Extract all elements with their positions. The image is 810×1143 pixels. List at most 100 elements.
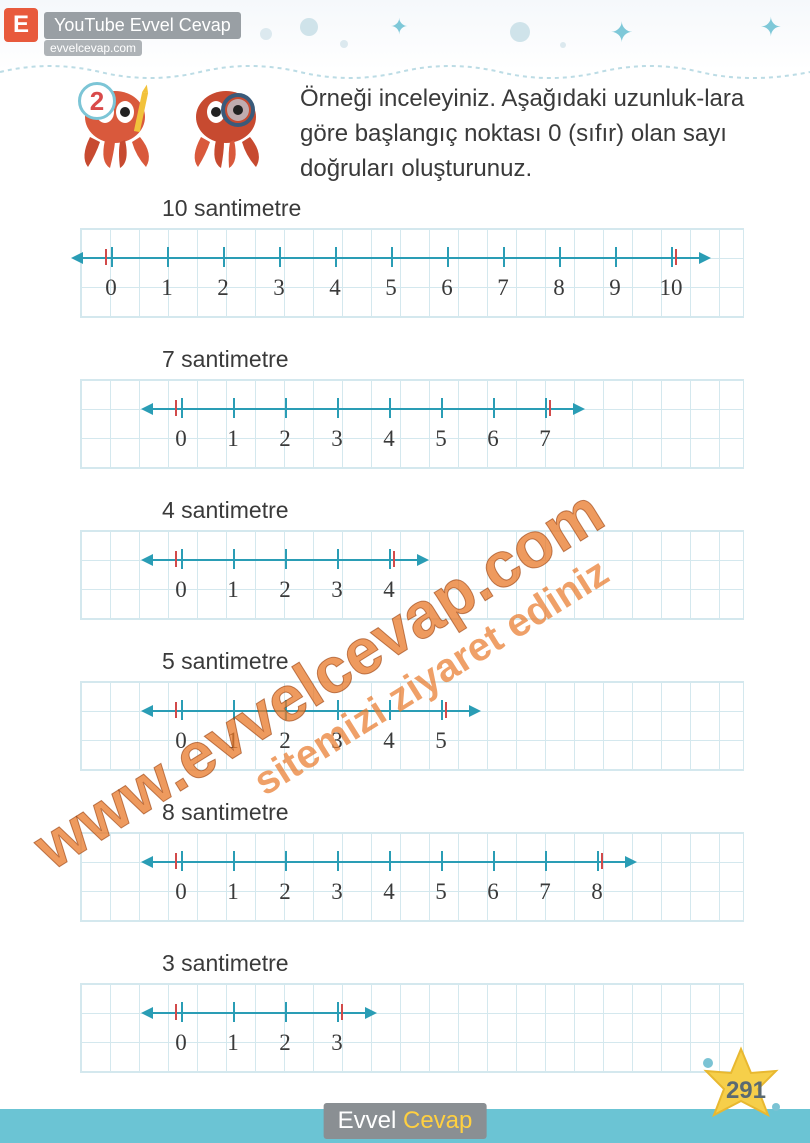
end-cap — [549, 400, 551, 416]
number-line-title: 8 santimetre — [162, 799, 744, 826]
tick-label: 2 — [279, 879, 291, 905]
number-line-block: 8 santimetre012345678 — [80, 799, 744, 922]
tick-mark — [337, 851, 339, 871]
footer-logo: Evvel Cevap — [324, 1103, 487, 1139]
tick-mark — [389, 549, 391, 569]
number-line-title: 10 santimetre — [162, 195, 744, 222]
tick-label: 6 — [487, 879, 499, 905]
tick-mark — [389, 700, 391, 720]
tick-label: 1 — [227, 577, 239, 603]
tick-mark — [223, 247, 225, 267]
tick-mark — [285, 398, 287, 418]
tick-mark — [233, 398, 235, 418]
youtube-source-label: E YouTube Evvel Cevap — [4, 8, 241, 42]
tick-label: 5 — [385, 275, 397, 301]
tick-label: 2 — [217, 275, 229, 301]
footer-logo-a: Evvel — [338, 1107, 397, 1134]
arrow-right-icon — [699, 252, 711, 264]
exercise-number-badge: 2 — [78, 82, 116, 120]
tick-mark — [233, 549, 235, 569]
grid-strip: 012345 — [80, 681, 744, 771]
tick-label: 5 — [435, 426, 447, 452]
tick-mark — [181, 851, 183, 871]
grid-strip: 01234 — [80, 530, 744, 620]
youtube-text: YouTube Evvel Cevap — [44, 12, 241, 39]
tick-label: 5 — [435, 879, 447, 905]
tick-label: 8 — [591, 879, 603, 905]
number-line-title: 7 santimetre — [162, 346, 744, 373]
tick-label: 2 — [279, 1030, 291, 1056]
end-cap — [393, 551, 395, 567]
tick-label: 5 — [435, 728, 447, 754]
tick-label: 0 — [175, 1030, 187, 1056]
tick-mark — [337, 398, 339, 418]
tick-label: 6 — [441, 275, 453, 301]
tick-label: 2 — [279, 728, 291, 754]
number-line-block: 10 santimetre012345678910 — [80, 195, 744, 318]
tick-label: 3 — [331, 728, 343, 754]
tick-label: 7 — [497, 275, 509, 301]
tick-mark — [389, 851, 391, 871]
grid-strip: 012345678910 — [80, 228, 744, 318]
tick-mark — [279, 247, 281, 267]
end-cap — [601, 853, 603, 869]
source-badge-icon: E — [4, 8, 38, 42]
tick-label: 1 — [227, 728, 239, 754]
arrow-left-icon — [141, 554, 153, 566]
end-cap — [105, 249, 107, 265]
grid-strip: 01234567 — [80, 379, 744, 469]
tick-mark — [559, 247, 561, 267]
tick-mark — [285, 549, 287, 569]
tick-label: 4 — [383, 728, 395, 754]
tick-label: 4 — [383, 426, 395, 452]
tick-mark — [337, 549, 339, 569]
tick-label: 4 — [329, 275, 341, 301]
tick-label: 3 — [331, 1030, 343, 1056]
axis-line — [151, 710, 471, 712]
number-line-block: 4 santimetre01234 — [80, 497, 744, 620]
arrow-left-icon — [71, 252, 83, 264]
tick-mark — [111, 247, 113, 267]
tick-label: 8 — [553, 275, 565, 301]
number-line-title: 3 santimetre — [162, 950, 744, 977]
axis-line — [151, 408, 575, 410]
tick-mark — [389, 398, 391, 418]
tick-mark — [181, 1002, 183, 1022]
tick-mark — [597, 851, 599, 871]
arrow-right-icon — [365, 1007, 377, 1019]
end-cap — [445, 702, 447, 718]
tick-label: 4 — [383, 879, 395, 905]
grid-strip: 0123 — [80, 983, 744, 1073]
tick-label: 3 — [331, 426, 343, 452]
tick-mark — [447, 247, 449, 267]
tick-mark — [545, 398, 547, 418]
worksheet-area: 10 santimetre0123456789107 santimetre012… — [80, 195, 744, 1101]
tick-label: 10 — [660, 275, 683, 301]
tick-label: 7 — [539, 879, 551, 905]
tick-label: 4 — [383, 577, 395, 603]
end-cap — [341, 1004, 343, 1020]
arrow-right-icon — [625, 856, 637, 868]
footer-logo-b: Cevap — [403, 1107, 472, 1134]
arrow-left-icon — [141, 705, 153, 717]
instruction-row: Örneği inceleyiniz. Aşağıdaki uzunluk-la… — [70, 82, 750, 186]
end-cap — [175, 1004, 177, 1020]
tick-label: 1 — [161, 275, 173, 301]
page-number: 291 — [726, 1077, 766, 1105]
arrow-right-icon — [417, 554, 429, 566]
number-line-block: 7 santimetre01234567 — [80, 346, 744, 469]
number-line-title: 4 santimetre — [162, 497, 744, 524]
tick-label: 3 — [273, 275, 285, 301]
tick-mark — [503, 247, 505, 267]
arrow-left-icon — [141, 403, 153, 415]
tick-mark — [285, 851, 287, 871]
tick-label: 2 — [279, 577, 291, 603]
tick-label: 3 — [331, 879, 343, 905]
end-cap — [175, 853, 177, 869]
tick-label: 2 — [279, 426, 291, 452]
number-line-title: 5 santimetre — [162, 648, 744, 675]
grid-strip: 012345678 — [80, 832, 744, 922]
tick-mark — [285, 700, 287, 720]
tick-mark — [545, 851, 547, 871]
end-cap — [675, 249, 677, 265]
